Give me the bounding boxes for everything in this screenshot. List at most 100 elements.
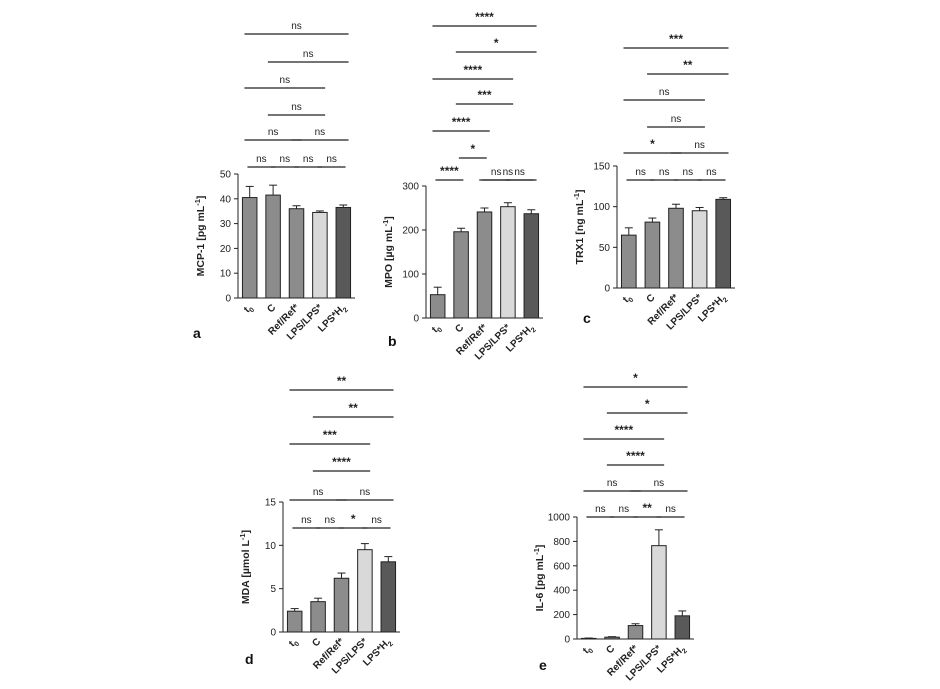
significance-label: ** bbox=[683, 58, 693, 72]
y-tick-label: 300 bbox=[402, 182, 419, 193]
y-tick-label: 30 bbox=[220, 219, 232, 230]
x-tick-label: t0 bbox=[242, 302, 256, 316]
y-tick-label: 15 bbox=[265, 498, 277, 509]
y-tick-label: 40 bbox=[220, 194, 232, 205]
y-tick-label: 0 bbox=[225, 294, 231, 305]
y-axis-label: MPO [µg mL-1] bbox=[381, 216, 395, 288]
significance-label: ns bbox=[665, 504, 676, 515]
bar bbox=[500, 206, 516, 319]
significance-label: * bbox=[650, 137, 655, 151]
bar bbox=[333, 577, 350, 633]
significance-label: **** bbox=[463, 63, 482, 77]
significance-label: ns bbox=[303, 49, 314, 60]
significance-label: ns bbox=[595, 504, 606, 515]
significance-label: **** bbox=[332, 455, 351, 469]
bar bbox=[335, 206, 352, 299]
panel-label: c bbox=[583, 310, 591, 326]
significance-label: ns bbox=[659, 87, 670, 98]
significance-label: ns bbox=[514, 167, 525, 178]
significance-label: ns bbox=[619, 504, 630, 515]
significance-label: * bbox=[351, 512, 356, 526]
significance-label: ns bbox=[706, 167, 717, 178]
significance-label: * bbox=[645, 397, 650, 411]
y-tick-label: 100 bbox=[593, 202, 610, 213]
significance-label: **** bbox=[452, 115, 471, 129]
panel-label: a bbox=[193, 325, 201, 341]
significance-label: ns bbox=[671, 114, 682, 125]
bar bbox=[668, 207, 684, 289]
x-tick-label: C bbox=[604, 643, 617, 656]
bar bbox=[715, 198, 732, 289]
significance-label: ns bbox=[256, 154, 267, 165]
significance-label: ns bbox=[635, 167, 646, 178]
bar bbox=[288, 208, 305, 299]
significance-label: ns bbox=[268, 127, 279, 138]
significance-label: *** bbox=[477, 88, 491, 102]
x-tick-label: C bbox=[453, 322, 466, 335]
significance-label: ns bbox=[659, 167, 670, 178]
y-tick-label: 200 bbox=[402, 226, 419, 237]
y-tick-label: 20 bbox=[220, 244, 232, 255]
bar bbox=[265, 194, 281, 299]
significance-label: *** bbox=[323, 428, 337, 442]
bar bbox=[604, 636, 620, 640]
y-tick-label: 50 bbox=[599, 243, 611, 254]
bar bbox=[644, 221, 661, 289]
bar bbox=[453, 231, 469, 319]
y-tick-label: 10 bbox=[265, 541, 277, 552]
bar bbox=[523, 213, 540, 319]
significance-label: * bbox=[470, 142, 475, 156]
x-tick-label: t0 bbox=[287, 636, 301, 650]
significance-label: ns bbox=[313, 487, 324, 498]
y-tick-label: 1000 bbox=[548, 513, 571, 524]
y-axis-label: TRX1 [ng mL-1] bbox=[572, 190, 586, 265]
x-tick-label: C bbox=[645, 292, 658, 305]
significance-label: ns bbox=[291, 102, 302, 113]
significance-label: ns bbox=[654, 478, 665, 489]
bar bbox=[310, 601, 326, 633]
significance-label: **** bbox=[440, 164, 459, 178]
bar bbox=[241, 197, 258, 299]
y-tick-label: 150 bbox=[593, 162, 610, 173]
y-axis-label: MDA [µmol L-1] bbox=[238, 530, 252, 604]
y-tick-label: 10 bbox=[220, 269, 232, 280]
bar bbox=[691, 210, 708, 289]
significance-label: **** bbox=[614, 423, 633, 437]
significance-label: ns bbox=[360, 487, 371, 498]
significance-label: ns bbox=[280, 75, 291, 86]
significance-label: ns bbox=[291, 21, 302, 32]
y-tick-label: 0 bbox=[413, 314, 419, 325]
significance-label: ns bbox=[491, 167, 502, 178]
bar bbox=[357, 549, 373, 633]
significance-label: ns bbox=[694, 140, 705, 151]
panel-label: e bbox=[539, 657, 547, 673]
significance-label: **** bbox=[475, 10, 494, 24]
x-tick-label: t0 bbox=[621, 292, 635, 306]
y-tick-label: 400 bbox=[553, 586, 570, 597]
significance-label: **** bbox=[626, 449, 645, 463]
y-tick-label: 0 bbox=[564, 635, 570, 646]
bar bbox=[380, 561, 397, 633]
significance-label: ns bbox=[303, 154, 314, 165]
y-tick-label: 200 bbox=[553, 610, 570, 621]
y-tick-label: 0 bbox=[270, 628, 276, 639]
significance-label: ns bbox=[683, 167, 694, 178]
significance-label: ns bbox=[315, 127, 326, 138]
significance-label: ** bbox=[349, 401, 359, 415]
significance-label: *** bbox=[669, 32, 683, 46]
panel-label: b bbox=[388, 333, 397, 349]
y-axis-label: IL-6 [pg mL-1] bbox=[532, 545, 546, 612]
bar bbox=[312, 211, 328, 299]
bar bbox=[286, 610, 303, 633]
significance-label: ** bbox=[337, 374, 347, 388]
significance-label: * bbox=[633, 371, 638, 385]
bar bbox=[476, 211, 493, 319]
x-tick-label: C bbox=[310, 636, 323, 649]
y-tick-label: 0 bbox=[604, 284, 610, 295]
bar bbox=[674, 615, 691, 640]
